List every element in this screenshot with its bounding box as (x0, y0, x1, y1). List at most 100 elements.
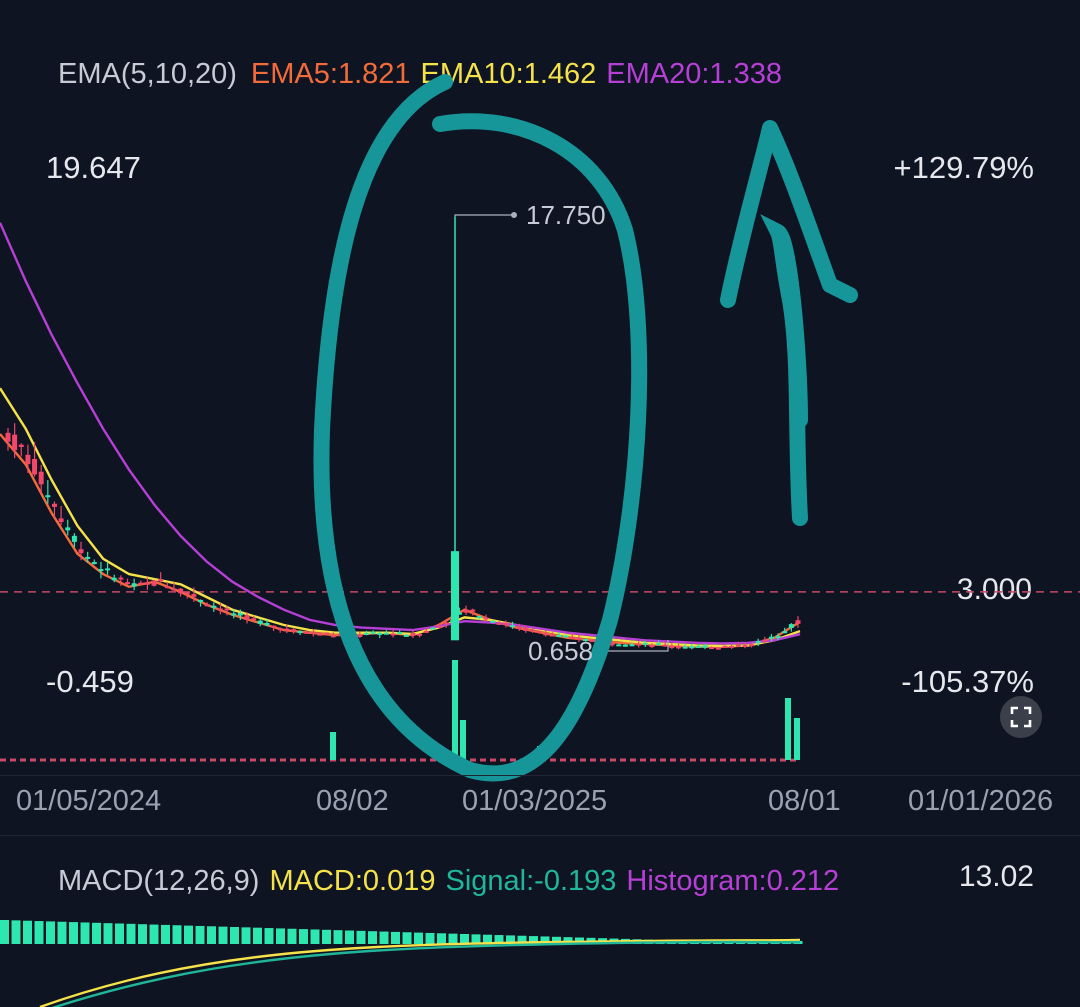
candle-body (529, 629, 535, 632)
candle-body (12, 434, 18, 451)
candle-body (251, 618, 257, 621)
ema-legend: EMA(5,10,20) EMA5:1.821 EMA10:1.462 EMA20:1… (58, 58, 796, 91)
candle-body (496, 622, 502, 625)
candle-body (357, 634, 363, 637)
macd-histogram-bar (494, 935, 504, 944)
candle-body (417, 633, 423, 636)
macd-histogram-bar (563, 937, 573, 944)
candle-body (5, 432, 11, 442)
candle-body (510, 625, 516, 628)
annotation-arrow-shaft (760, 213, 808, 526)
candle-body (556, 635, 562, 638)
candle-body (25, 454, 31, 465)
candle-body (563, 635, 569, 638)
macd-histogram-bar (483, 934, 492, 944)
macd-histogram-bar (103, 923, 113, 944)
candle-body (18, 444, 24, 448)
x-label-2: 08/02 (316, 785, 389, 817)
candle-body (237, 613, 243, 616)
price-axis-top: 19.647 (46, 150, 141, 185)
volume-bar (794, 718, 800, 760)
candle-body (363, 633, 369, 636)
candle-body (437, 625, 443, 629)
volume-bar (785, 698, 791, 760)
percent-axis-bottom: -105.37% (901, 664, 1034, 699)
macd-histogram-bar (529, 936, 538, 944)
macd-histogram-bar (517, 935, 527, 944)
macd-histogram-bar (207, 926, 216, 944)
candle-body (98, 569, 104, 572)
low-marker-label: 0.658 (528, 636, 594, 666)
candle-body (131, 583, 137, 587)
expand-button[interactable] (1000, 696, 1042, 738)
macd-histogram-bar (126, 923, 136, 944)
candle-body (456, 612, 462, 615)
macd-histogram-bar (138, 924, 147, 944)
candle-body (297, 631, 303, 634)
candle-body (184, 592, 190, 595)
macd-histogram-bar (414, 932, 423, 944)
candle-body (310, 631, 316, 634)
macd-histogram-bar (437, 933, 446, 944)
candle-body (609, 643, 615, 646)
candle-body (636, 643, 642, 646)
volume-bar (330, 732, 336, 760)
candle-body (304, 631, 310, 634)
x-label-3: 01/03/2025 (462, 785, 608, 817)
candle-body (403, 634, 409, 637)
axis-divider (0, 775, 1080, 776)
high-marker-line (454, 214, 514, 217)
candle-body (58, 518, 64, 523)
candle-body (682, 646, 688, 649)
series-line-ema5 (0, 433, 801, 648)
candle-body (523, 627, 529, 631)
macd-histogram-bar (11, 920, 21, 944)
macd-histogram-bar (115, 923, 124, 944)
macd-legend-name: MACD(12,26,9) (58, 865, 260, 897)
candle-body (622, 644, 628, 647)
candle-body (317, 633, 323, 636)
macd-histogram-bar (322, 929, 331, 944)
macd-histogram-bar (172, 925, 182, 944)
macd-histogram-bar (379, 931, 389, 944)
candle-body (78, 549, 84, 554)
candle-body (662, 644, 668, 647)
signal-line (51, 940, 801, 1007)
candle-body (549, 634, 555, 637)
macd-histogram-bar (46, 921, 55, 944)
macd-histogram-bar (264, 928, 274, 944)
candle-body (649, 645, 655, 648)
macd-histogram-bar (230, 927, 239, 944)
candle-body (217, 608, 223, 611)
macd-line (39, 938, 801, 1007)
candle-body (224, 608, 230, 611)
candle-body (138, 582, 144, 585)
candle-body (543, 633, 549, 636)
macd-histogram-bar (287, 928, 297, 944)
macd-histogram-bar (460, 934, 469, 944)
ema20-value: EMA20:1.338 (606, 58, 782, 90)
macd-histogram-bar (552, 936, 561, 944)
pane-divider (0, 835, 1080, 836)
candle-body (669, 646, 675, 649)
candle-body (231, 613, 237, 616)
candle-body (483, 617, 489, 620)
candle-body (330, 635, 336, 638)
candle-body (749, 644, 755, 647)
signal-value: Signal:-0.193 (445, 865, 617, 897)
candle-body (755, 641, 761, 644)
candle-body (676, 646, 682, 649)
macd-histogram-bar (57, 921, 67, 944)
macd-histogram-bar (241, 927, 251, 944)
candle-body (775, 635, 781, 638)
low-marker-line (600, 640, 669, 652)
candle-body (383, 632, 389, 635)
candle-body (656, 643, 662, 646)
candle-body (569, 636, 575, 639)
candle-body (124, 582, 130, 585)
candle-body (476, 616, 482, 619)
candle-body (470, 609, 476, 612)
candle-body (576, 637, 582, 640)
candle-body (45, 495, 51, 498)
